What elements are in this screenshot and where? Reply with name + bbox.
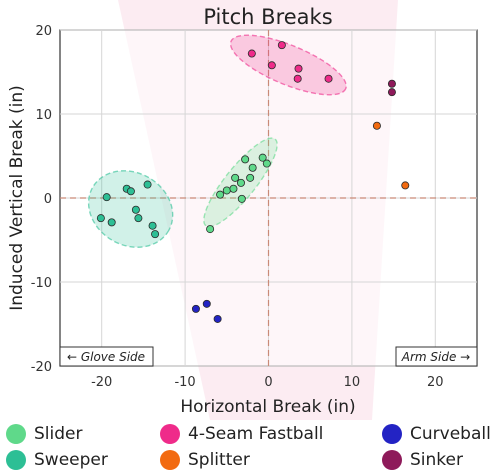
y-tick-label: -10 (31, 276, 52, 291)
y-tick-label: -20 (31, 360, 52, 375)
points-layer (96, 41, 410, 323)
legend-swatch-slider (6, 424, 26, 444)
pitch-point (267, 61, 276, 70)
pitch-point (148, 221, 157, 230)
pitch-point (258, 153, 267, 162)
legend-swatch-4-seam-fastball (160, 424, 180, 444)
pitch-point (247, 49, 256, 58)
pitch-point (126, 187, 135, 196)
pitch-point (202, 299, 211, 308)
legend-item-splitter: Splitter (160, 450, 250, 470)
pitch-point (294, 64, 303, 73)
y-axis-label: Induced Vertical Break (in) (7, 85, 27, 311)
glove-side-annotation: ← Glove Side (59, 346, 154, 367)
pitch-point (216, 190, 225, 199)
x-axis-label: Horizontal Break (in) (180, 397, 355, 417)
glove-side-label: ← Glove Side (67, 350, 145, 364)
pitch-point (143, 180, 152, 189)
legend-item-curveball: Curveball (382, 424, 491, 444)
pitch-point (237, 194, 246, 203)
pitch-point (134, 214, 143, 223)
x-tick-label: -20 (91, 375, 112, 390)
legend-label-4-seam-fastball: 4-Seam Fastball (188, 424, 324, 444)
pitch-point (151, 230, 160, 239)
legend-swatch-sinker (382, 450, 402, 470)
legend-label-curveball: Curveball (410, 424, 491, 444)
legend-label-sinker: Sinker (410, 450, 463, 470)
legend-item-sinker: Sinker (382, 450, 463, 470)
pitch-point (387, 79, 396, 88)
x-tick-label: 20 (427, 375, 444, 390)
x-tick-label: 0 (264, 375, 272, 390)
pitch-point (262, 159, 271, 168)
pitch-point (191, 304, 200, 313)
pitch-point (248, 163, 257, 172)
cluster-ellipse (229, 34, 347, 96)
x-tick-label: -10 (174, 375, 195, 390)
pitch-point (229, 184, 238, 193)
arm-side-annotation: Arm Side → (395, 346, 478, 367)
pitch-point (102, 193, 111, 202)
pitch-point (246, 173, 255, 182)
legend-label-splitter: Splitter (188, 450, 250, 470)
legend-swatch-splitter (160, 450, 180, 470)
legend-label-slider: Slider (34, 424, 83, 444)
pitch-point (324, 74, 333, 83)
legend-item-slider: Slider (6, 424, 82, 444)
tick-labels: -20 -10 0 10 20 20 10 0 -10 -20 (31, 24, 444, 390)
zero-lines (60, 30, 477, 366)
pitch-point (293, 74, 302, 83)
chart-title: Pitch Breaks (203, 5, 332, 29)
pitch-point (107, 218, 116, 227)
pitch-point (236, 178, 245, 187)
pitch-point (222, 186, 231, 195)
arm-side-label: Arm Side → (401, 350, 470, 364)
y-tick-label: 0 (44, 192, 52, 207)
legend-swatch-curveball (382, 424, 402, 444)
pitch-point (131, 205, 140, 214)
pitch-point (387, 88, 396, 97)
pitch-point (372, 121, 381, 130)
legend-item-4-seam-fastball: 4-Seam Fastball (160, 424, 323, 444)
pitch-point (96, 214, 105, 223)
pitch-point (401, 181, 410, 190)
pitch-point (277, 41, 286, 50)
pitch-point (231, 173, 240, 182)
legend-item-sweeper: Sweeper (6, 450, 108, 470)
y-tick-label: 20 (35, 24, 52, 39)
y-tick-label: 10 (35, 108, 52, 123)
x-tick-label: 10 (344, 375, 361, 390)
pitch-point (206, 225, 215, 234)
pitch-point (213, 314, 222, 323)
pitch-point (241, 155, 250, 164)
legend-label-sweeper: Sweeper (34, 450, 108, 470)
legend-swatch-sweeper (6, 450, 26, 470)
